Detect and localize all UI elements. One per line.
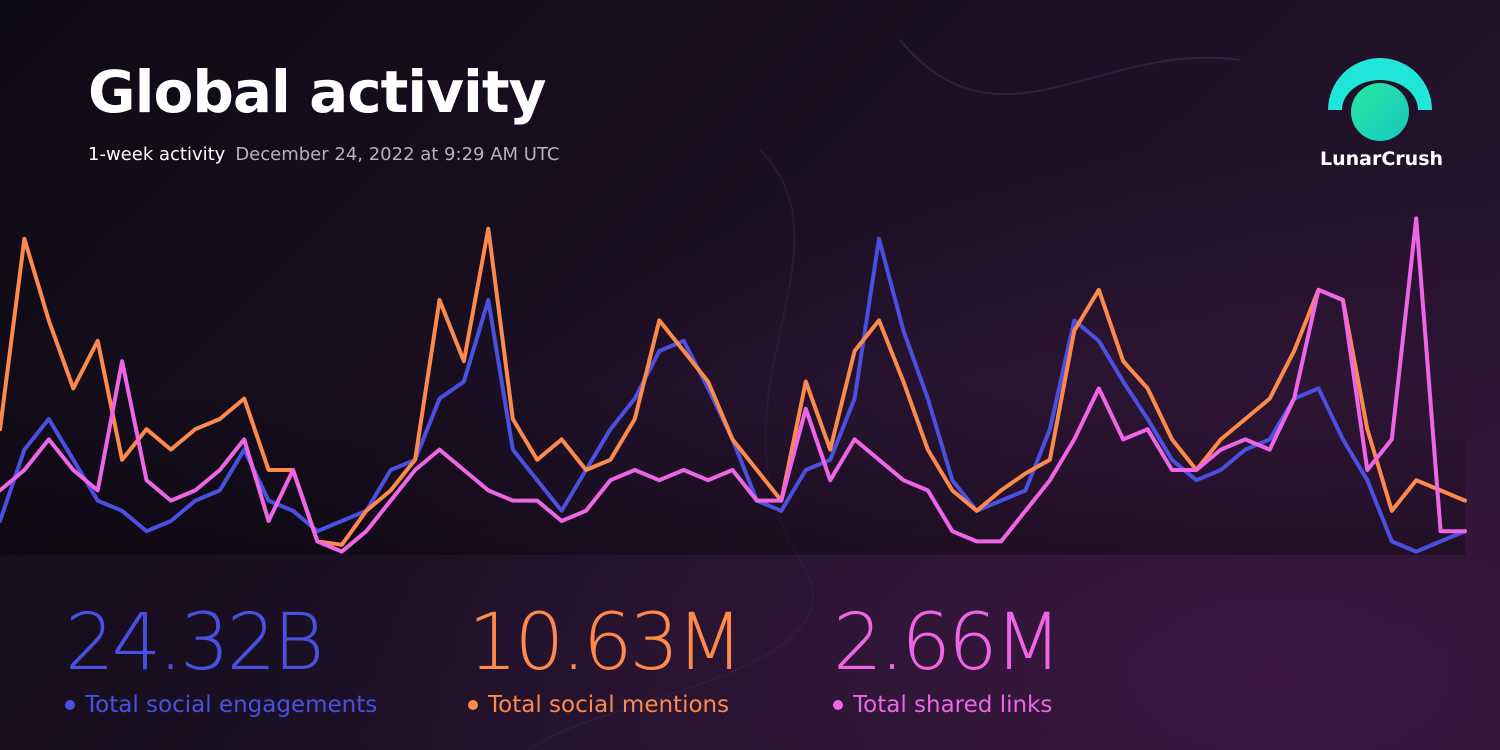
brand: LunarCrush — [1320, 148, 1444, 170]
legend-dot — [468, 700, 478, 710]
stat: 24.32B Total social engagements — [65, 598, 377, 718]
stat-label: Total social mentions — [488, 692, 730, 718]
stat-value: 10.63M — [468, 598, 744, 688]
stat: 10.63M Total social mentions — [468, 598, 744, 718]
timestamp: December 24, 2022 at 9:29 AM UTC — [235, 144, 560, 165]
stat-label: Total social engagements — [85, 692, 378, 718]
stat-value: 2.66M — [833, 598, 1062, 688]
series-line — [0, 236, 1467, 554]
logo-arc — [1328, 58, 1432, 110]
series-line — [0, 226, 1467, 547]
stat: 2.66M Total shared links — [833, 598, 1062, 718]
subtitle-row: 1-week activity December 24, 2022 at 9:29… — [88, 144, 559, 165]
title: Global activity — [88, 58, 546, 126]
stat-value: 24.32B — [65, 598, 324, 688]
stat-label-row: Total shared links — [833, 692, 1059, 718]
logo-orb — [1351, 83, 1409, 141]
subtitle: 1-week activity — [88, 144, 226, 165]
legend-dot — [833, 700, 843, 710]
series-line — [0, 216, 1467, 554]
stat-label-row: Total social engagements — [65, 692, 377, 718]
legend-dot — [65, 700, 75, 710]
stat-label: Total shared links — [853, 692, 1053, 718]
stat-label-row: Total social mentions — [468, 692, 741, 718]
